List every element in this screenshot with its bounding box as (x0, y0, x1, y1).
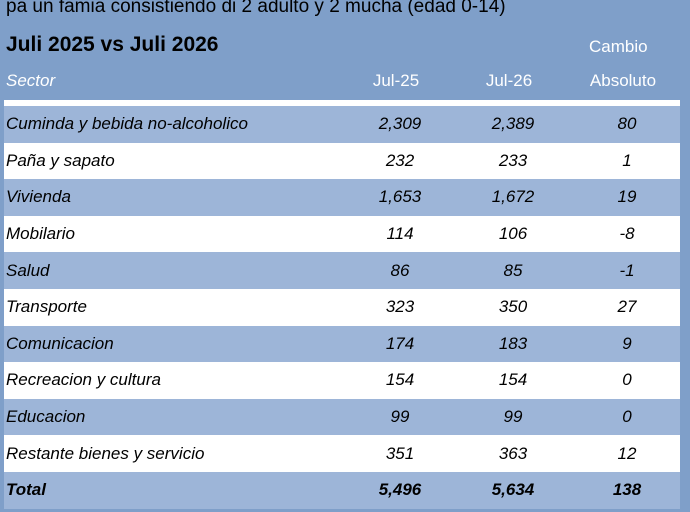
row-sector: Recreacion y cultura (6, 370, 161, 390)
table-top-divider (4, 100, 680, 106)
row-cambio: -1 (619, 260, 635, 280)
row-jul26: 350 (498, 297, 528, 317)
row-jul25: 99 (390, 407, 410, 427)
row-cambio: 27 (617, 297, 637, 317)
table-row: Paña y sapato 232 233 1 (4, 142, 680, 180)
row-jul25: 2,309 (378, 114, 422, 134)
column-header-sector: Sector (6, 71, 56, 90)
row-cambio: 9 (622, 333, 632, 353)
table-row: Comunicacion 174 183 9 (4, 325, 680, 363)
row-sector: Educacion (6, 407, 86, 427)
total-jul25: 5,496 (378, 480, 422, 500)
table-row: Cuminda y bebida no-alcoholico 2,309 2,3… (4, 106, 680, 143)
row-jul25: 323 (385, 297, 415, 317)
row-jul25: 351 (385, 443, 415, 463)
cambio-header: Cambio (589, 37, 648, 56)
total-jul26: 5,634 (491, 480, 535, 500)
table-row: Mobilario 114 106 -8 (4, 215, 680, 253)
row-jul26: 2,389 (491, 114, 535, 134)
table-row: Vivienda 1,653 1,672 19 (4, 179, 680, 216)
table-row: Salud 86 85 -1 (4, 252, 680, 289)
row-sector: Restante bienes y servicio (6, 443, 205, 463)
column-header-jul25: Jul-25 (372, 71, 420, 90)
data-table: Cuminda y bebida no-alcoholico 2,309 2,3… (4, 100, 680, 509)
total-row: Total 5,496 5,634 138 (4, 471, 680, 509)
row-cambio: 0 (622, 407, 632, 427)
row-jul25: 114 (386, 224, 414, 244)
row-cambio: 1 (622, 150, 632, 170)
row-sector: Comunicacion (6, 333, 114, 353)
row-jul26: 183 (498, 333, 528, 353)
table-row: Transporte 323 350 27 (4, 288, 680, 326)
row-jul25: 154 (385, 370, 415, 390)
row-cambio: -8 (619, 224, 635, 244)
row-jul26: 1,672 (491, 187, 535, 207)
column-header-absoluto: Absoluto (589, 71, 657, 90)
total-label: Total (6, 480, 46, 500)
row-cambio: 12 (617, 443, 637, 463)
row-cambio: 80 (617, 114, 637, 134)
row-sector: Paña y sapato (6, 150, 115, 170)
page-title: Juli 2025 vs Juli 2026 (6, 33, 219, 56)
row-sector: Transporte (6, 297, 87, 317)
table-row: Educacion 99 99 0 (4, 398, 680, 436)
row-jul26: 106 (498, 224, 528, 244)
row-sector: Cuminda y bebida no-alcoholico (6, 114, 248, 134)
row-sector: Vivienda (6, 187, 71, 207)
row-cambio: 19 (617, 187, 637, 207)
row-jul26: 154 (498, 370, 528, 390)
row-jul25: 232 (385, 150, 415, 170)
page-subtitle: pa un famia consistiendo di 2 adulto y 2… (6, 0, 506, 17)
row-cambio: 0 (622, 370, 632, 390)
row-jul25: 86 (390, 260, 410, 280)
column-header-jul26: Jul-26 (485, 71, 533, 90)
row-sector: Salud (6, 260, 50, 280)
row-jul26: 233 (498, 150, 528, 170)
row-jul25: 1,653 (378, 187, 422, 207)
table-row: Restante bienes y servicio 351 363 12 (4, 435, 680, 472)
row-jul26: 99 (503, 407, 523, 427)
row-jul26: 85 (503, 260, 523, 280)
total-cambio: 138 (612, 480, 642, 500)
row-jul26: 363 (498, 443, 528, 463)
row-sector: Mobilario (6, 224, 75, 244)
row-jul25: 174 (385, 333, 415, 353)
table-row: Recreacion y cultura 154 154 0 (4, 362, 680, 399)
